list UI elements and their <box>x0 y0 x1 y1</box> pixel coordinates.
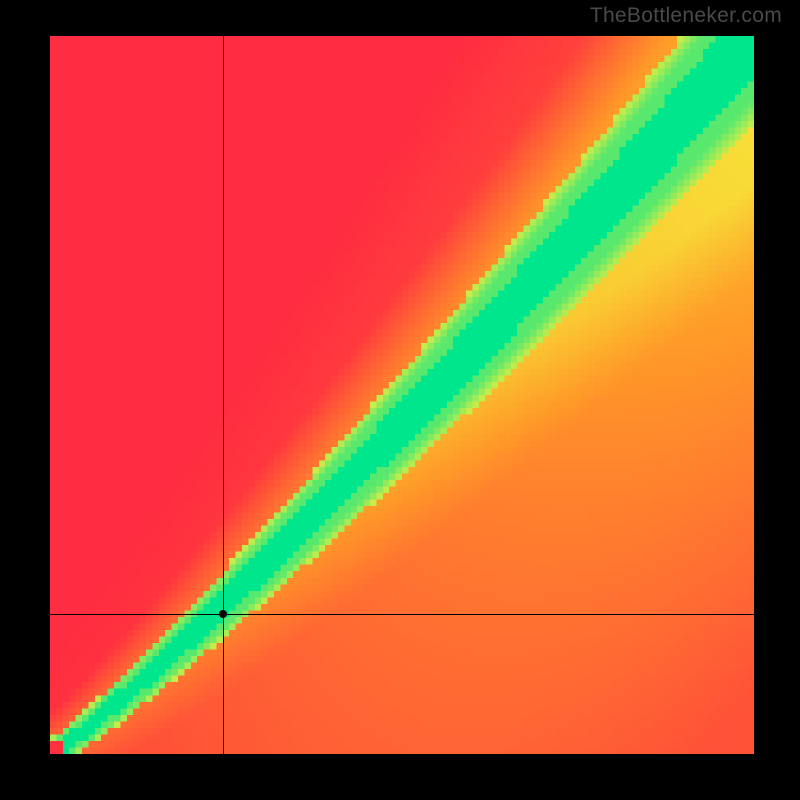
data-point-marker <box>219 610 227 618</box>
watermark-text: TheBottleneker.com <box>590 4 782 28</box>
bottleneck-heatmap <box>50 36 754 754</box>
plot-area <box>50 36 754 754</box>
crosshair-horizontal <box>50 614 754 615</box>
crosshair-vertical <box>223 36 224 754</box>
chart-frame: TheBottleneker.com <box>0 0 800 800</box>
